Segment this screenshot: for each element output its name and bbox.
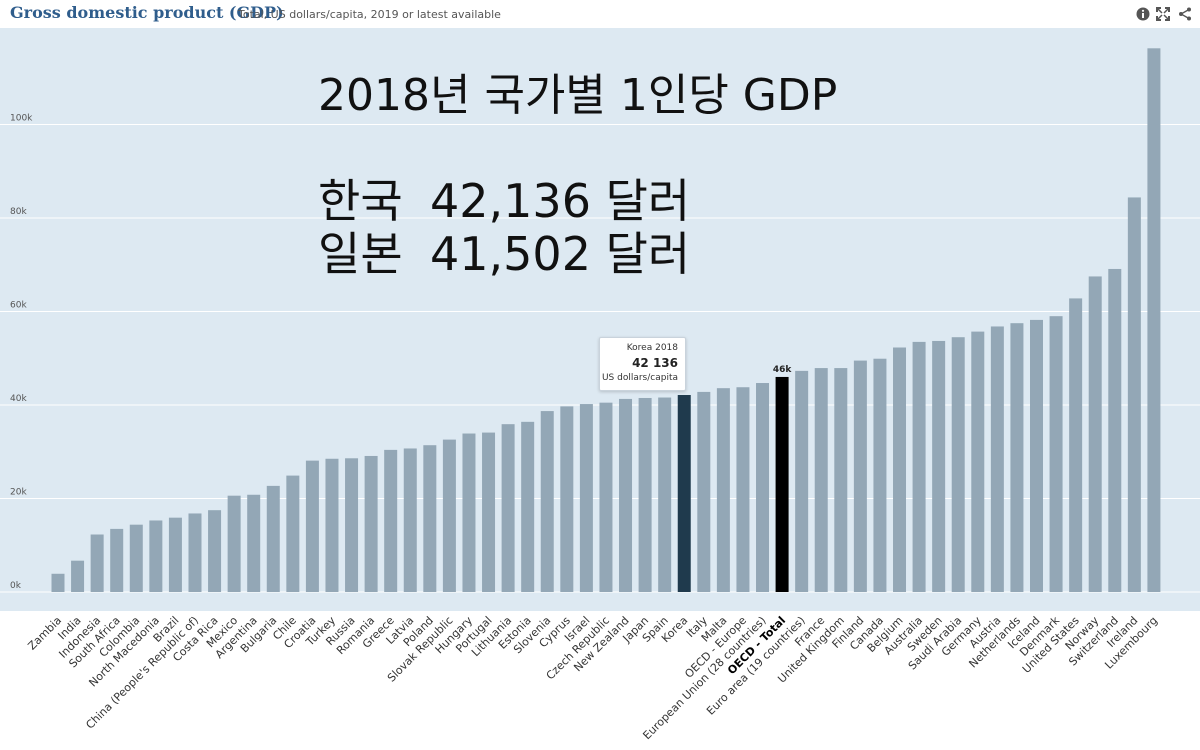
bar-ireland[interactable] [1127,197,1141,592]
y-tick-label: 100k [10,114,33,124]
y-tick-label: 20k [10,488,27,498]
bar-chart: 0k20k40k60k80k100kZambiaIndiaIndonesiaSo… [0,28,1200,742]
bar-japan[interactable] [638,397,652,592]
bar-estonia[interactable] [521,421,535,592]
bar-czech-republic[interactable] [599,402,613,592]
bar-romania[interactable] [364,455,378,592]
bar-oecd-total[interactable] [775,376,789,592]
chart-area: 0k 20k 40k 60k 80k 100k Zambia India Indonesia So… [0,28,1200,750]
bar-mexico[interactable] [227,495,241,592]
bar-colombia[interactable] [129,524,143,592]
bar-netherlands[interactable] [1010,323,1024,592]
bar-bulgaria[interactable] [266,485,280,592]
bar-slovenia[interactable] [540,411,554,592]
bar-european-union-28-countries[interactable] [756,383,770,592]
bar-oecd-europe[interactable] [736,387,750,592]
share-icon[interactable] [1177,6,1193,22]
bar-lithuania[interactable] [501,424,515,592]
y-tick-label: 60k [10,301,27,311]
bar-iceland[interactable] [1030,319,1043,592]
bar-portugal[interactable] [482,432,496,592]
bar-united-kingdom[interactable] [834,368,848,592]
bar-greece[interactable] [384,449,398,592]
bar-germany[interactable] [971,331,985,592]
bar-denmark[interactable] [1049,316,1063,592]
overlay-country-korea: 한국 [318,174,403,228]
bar-croatia[interactable] [305,460,319,592]
bar-new-zealand[interactable] [619,398,633,592]
bar-argentina[interactable] [247,494,261,592]
bar-chile[interactable] [286,475,300,592]
bar-canada[interactable] [873,358,887,592]
tooltip-label: Korea 2018 [626,343,678,353]
bar-brazil[interactable] [168,517,182,592]
overlay-title: 2018년 국가별 1인당 GDP [318,70,838,121]
bar-indonesia[interactable] [90,534,104,593]
overlay-row-japan: 일본 41,502 달러 [318,218,690,284]
bar-israel[interactable] [579,404,593,592]
overlay-country-japan: 일본 [318,227,403,281]
overlay-value-korea: 42,136 달러 [430,174,691,228]
bar-luxembourg[interactable] [1147,48,1161,593]
bar-belgium[interactable] [893,347,907,593]
tooltip-value: 42 136 [632,356,678,370]
y-tick-label: 0k [10,581,22,591]
bar-united-states[interactable] [1069,298,1083,592]
bar-latvia[interactable] [403,448,417,592]
bar-austria[interactable] [990,326,1004,592]
bar-sweden[interactable] [932,340,946,592]
chart-title: Gross domestic product (GDP) [10,3,284,22]
tooltip-unit: US dollars/capita [601,373,678,383]
bar-cyprus[interactable] [560,406,574,592]
bar-zambia[interactable] [51,573,65,592]
bar-costa-rica[interactable] [208,510,222,592]
bar-hungary[interactable] [462,433,476,592]
bar-spain[interactable] [658,397,672,592]
fullscreen-icon[interactable] [1155,6,1171,22]
chart-header: Gross domestic product (GDP) Total, US d… [0,0,1200,28]
bar-france[interactable] [814,368,828,592]
chart-subtitle: Total, US dollars/capita, 2019 or latest… [238,8,501,21]
bar-south-africa[interactable] [110,528,124,592]
bar-saudi-arabia[interactable] [951,337,965,592]
bar-tooltip: Korea 2018 42 136 US dollars/capita [599,337,686,391]
bar-value-label: 46k [773,365,793,375]
bar-north-macedonia[interactable] [149,520,163,592]
bar-australia[interactable] [912,341,926,592]
overlay-value-japan: 41,502 달러 [430,227,691,281]
overlay-row-korea: 한국 42,136 달러 [318,165,690,231]
y-tick-label: 40k [10,394,27,404]
bar-finland[interactable] [853,360,867,592]
info-icon[interactable] [1135,6,1151,22]
bar-turkey[interactable] [325,458,339,592]
bar-italy[interactable] [697,391,711,592]
bar-switzerland[interactable] [1108,268,1122,592]
bar-korea[interactable] [677,395,691,592]
bar-india[interactable] [71,560,85,592]
bar-poland[interactable] [423,445,437,592]
bar-china-people-s-republic-of[interactable] [188,513,202,592]
bar-euro-area-19-countries[interactable] [795,370,809,592]
bar-norway[interactable] [1088,276,1102,592]
bar-malta[interactable] [716,388,730,592]
y-tick-label: 80k [10,207,27,217]
bar-russia[interactable] [345,458,359,592]
bar-slovak-republic[interactable] [442,439,456,592]
